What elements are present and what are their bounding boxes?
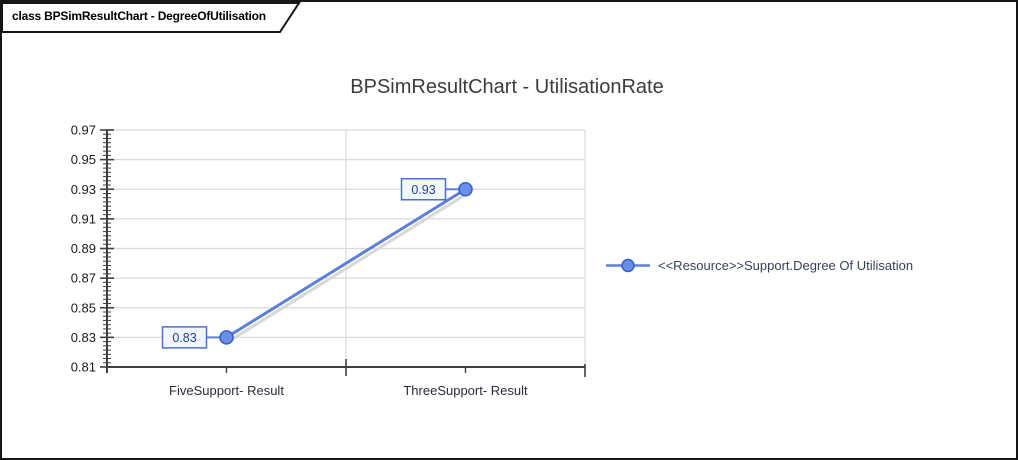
data-point-label: 0.83 (172, 331, 196, 345)
data-point-marker (458, 181, 473, 197)
frame-tab (2, 2, 301, 33)
y-tick-label: 0.97 (71, 123, 96, 138)
y-tick-label: 0.83 (71, 330, 96, 345)
y-tick-label: 0.87 (71, 271, 96, 286)
data-point-label-box (161, 326, 208, 349)
data-point-label-box (400, 178, 447, 201)
chart-title: BPSimResultChart - UtilisationRate (350, 76, 664, 98)
series-line-shadow (228, 191, 470, 343)
y-tick-label: 0.81 (71, 360, 96, 375)
x-axis-label: ThreeSupport- Result (403, 383, 528, 398)
chart-legend: <<Resource>>Support.Degree Of Utilisatio… (605, 255, 913, 275)
y-tick-label: 0.85 (71, 300, 96, 315)
y-tick-label: 0.93 (71, 182, 96, 197)
data-point-marker (219, 330, 234, 345)
legend-label: <<Resource>>Support.Degree Of Utilisatio… (658, 257, 914, 273)
legend-marker (621, 258, 635, 272)
x-axis-label: FiveSupport- Result (169, 383, 284, 398)
y-tick-label: 0.95 (71, 152, 96, 167)
series-line (225, 187, 467, 339)
data-point-label: 0.93 (411, 183, 435, 197)
frame-tab-shape (2, 2, 301, 33)
y-tick-label: 0.91 (71, 211, 96, 226)
chart-plot: 0.81 0.83 0.85 0.87 0.89 0.91 0.93 0.95 0.97 Five… (71, 123, 586, 398)
y-tick-label: 0.89 (71, 241, 96, 256)
legend-line-marker-icon (606, 258, 650, 272)
frame-tab-label: class BPSimResultChart - DegreeOfUtilisa… (12, 9, 266, 23)
